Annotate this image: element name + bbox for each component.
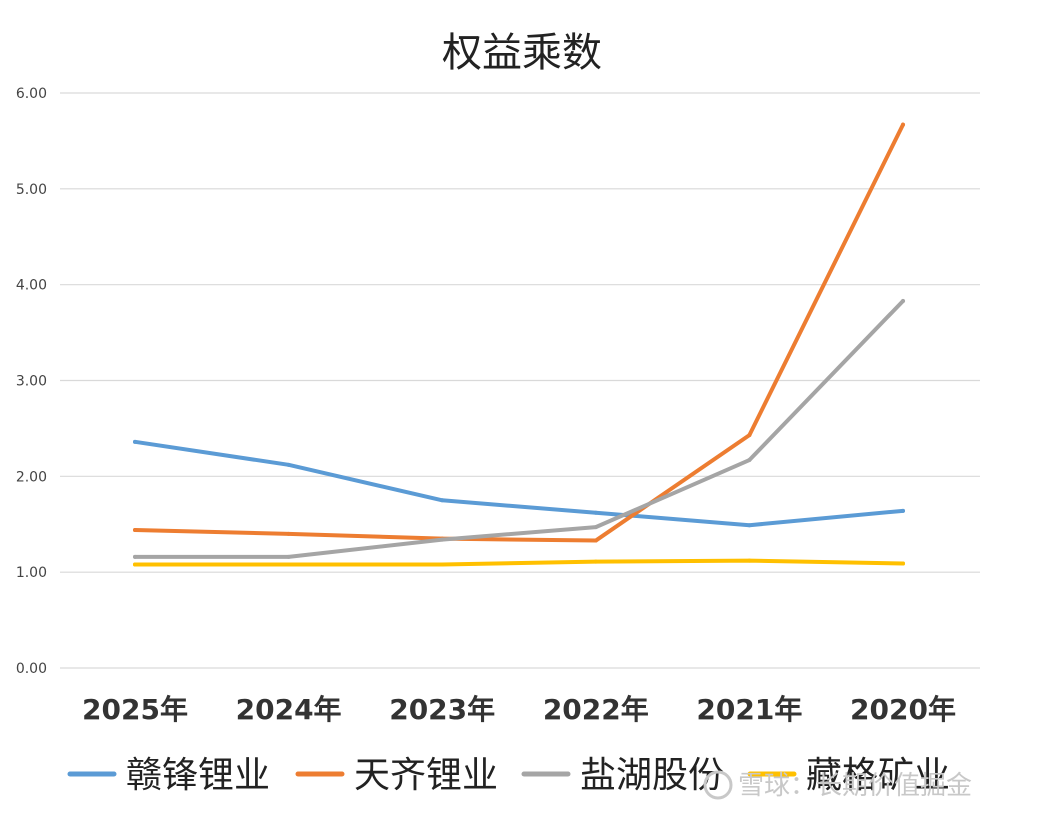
data-point <box>440 498 445 503</box>
data-point <box>747 558 752 563</box>
series-line-3 <box>133 298 905 559</box>
series-line-4 <box>133 558 905 567</box>
data-point <box>747 458 752 463</box>
data-point <box>901 508 905 513</box>
data-point <box>747 433 752 438</box>
data-point <box>133 554 137 559</box>
data-point <box>747 523 752 528</box>
x-tick-label: 2025年 <box>82 693 188 726</box>
y-tick-label: 5.00 <box>16 182 47 198</box>
data-point <box>286 462 291 467</box>
data-point <box>133 439 137 444</box>
legend-label: 赣锋锂业 <box>126 755 270 796</box>
series-line-1 <box>133 439 905 528</box>
watermark-logo-icon <box>703 770 733 800</box>
data-point <box>593 525 598 530</box>
series-line-2 <box>133 122 905 543</box>
data-point <box>286 562 291 567</box>
data-point <box>593 559 598 564</box>
x-tick-label: 2020年 <box>850 693 956 726</box>
x-axis-ticks: 2025年 2024年 2023年 2022年 2021年 2020年 <box>82 693 956 726</box>
data-point <box>133 528 137 532</box>
x-tick-label: 2021年 <box>696 693 802 726</box>
x-tick-label: 2023年 <box>389 693 495 726</box>
y-tick-label: 1.00 <box>16 565 47 581</box>
y-axis-ticks: 0.00 1.00 2.00 3.00 4.00 5.00 6.00 <box>16 86 47 677</box>
y-tick-label: 0.00 <box>16 661 47 677</box>
data-point <box>593 538 598 543</box>
grid-layer <box>60 92 980 669</box>
legend-label: 藏格矿业 <box>806 755 950 796</box>
x-tick-label: 2022年 <box>543 693 649 726</box>
y-tick-label: 3.00 <box>16 374 47 390</box>
data-point <box>901 122 905 127</box>
watermark-text: 雪球：长期价值掘金 <box>738 771 972 801</box>
legend-label: 天齐锂业 <box>354 755 498 796</box>
y-tick-label: 6.00 <box>16 86 47 102</box>
watermark: 雪球：长期价值掘金 <box>703 770 972 801</box>
data-point <box>901 298 905 303</box>
legend: 赣锋锂业 天齐锂业 盐湖股份 藏格矿业 <box>67 755 950 796</box>
data-point <box>286 531 291 536</box>
y-tick-label: 2.00 <box>16 469 47 485</box>
legend-label: 盐湖股份 <box>580 755 724 796</box>
data-point <box>133 562 137 567</box>
data-point <box>901 561 905 566</box>
chart-title: 权益乘数 <box>442 30 602 76</box>
data-point <box>440 562 445 567</box>
series-layer <box>133 122 905 567</box>
x-tick-label: 2024年 <box>236 693 342 726</box>
y-tick-label: 4.00 <box>16 278 47 294</box>
data-point <box>286 554 291 559</box>
data-point <box>440 537 445 542</box>
data-point <box>593 510 598 515</box>
